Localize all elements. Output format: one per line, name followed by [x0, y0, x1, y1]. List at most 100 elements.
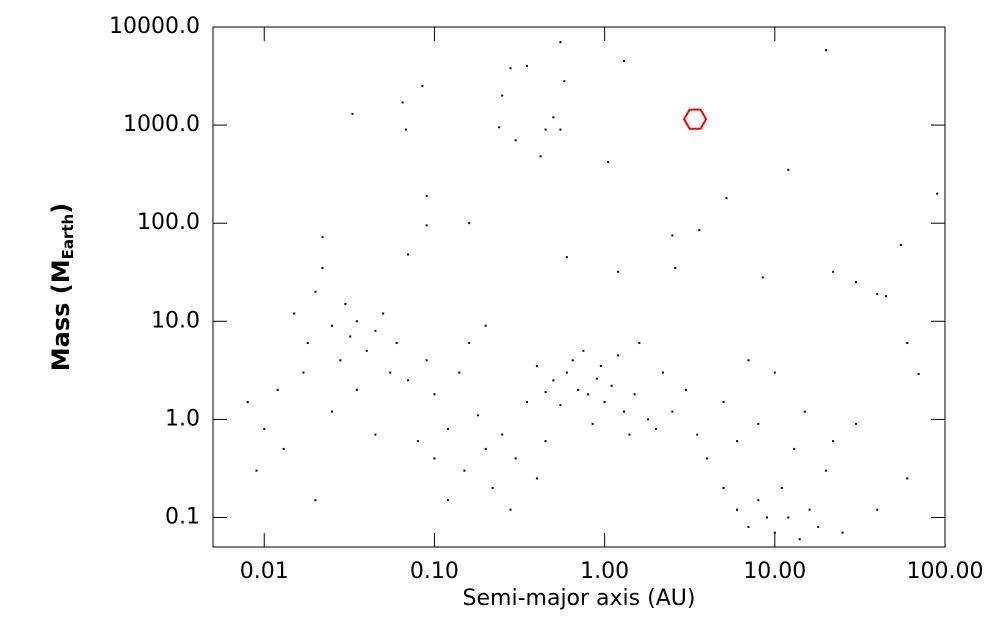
- point: [255, 469, 258, 472]
- y-axis-title-suffix: ): [47, 203, 75, 214]
- point: [747, 525, 750, 528]
- point: [314, 499, 317, 502]
- point: [349, 335, 352, 338]
- point: [526, 401, 529, 404]
- point: [773, 371, 776, 374]
- point: [917, 373, 920, 376]
- point: [722, 486, 725, 489]
- point: [544, 440, 547, 443]
- point: [722, 401, 725, 404]
- point: [855, 281, 858, 284]
- point: [484, 447, 487, 450]
- point: [906, 477, 909, 480]
- point: [617, 354, 620, 357]
- point: [526, 65, 529, 68]
- point: [803, 410, 806, 413]
- point: [766, 516, 769, 519]
- point: [355, 320, 358, 323]
- point: [468, 342, 471, 345]
- point: [563, 80, 566, 83]
- point: [314, 290, 317, 293]
- point: [684, 388, 687, 391]
- point: [654, 427, 657, 430]
- point: [263, 427, 266, 430]
- point: [817, 525, 820, 528]
- point: [374, 433, 377, 436]
- point: [330, 324, 333, 327]
- point: [552, 379, 555, 382]
- y-axis-title-main: Mass (M: [47, 259, 75, 371]
- point: [787, 168, 790, 171]
- point: [552, 116, 555, 119]
- point: [321, 236, 324, 239]
- point: [344, 303, 347, 306]
- point: [407, 253, 410, 256]
- point: [747, 359, 750, 362]
- point: [603, 401, 606, 404]
- point: [736, 440, 739, 443]
- point: [306, 342, 309, 345]
- point: [591, 422, 594, 425]
- point: [389, 371, 392, 374]
- point: [425, 224, 428, 227]
- point: [787, 516, 790, 519]
- point: [404, 128, 407, 131]
- point: [395, 342, 398, 345]
- y-tick-label: 0.1: [165, 504, 200, 529]
- point: [595, 377, 598, 380]
- point: [433, 457, 436, 460]
- point: [757, 499, 760, 502]
- point: [647, 418, 650, 421]
- point: [565, 371, 568, 374]
- point: [535, 477, 538, 480]
- point: [491, 486, 494, 489]
- point: [571, 359, 574, 362]
- point: [671, 234, 674, 237]
- point: [282, 447, 285, 450]
- point: [599, 365, 602, 368]
- point: [463, 469, 466, 472]
- point: [876, 508, 879, 511]
- point: [832, 440, 835, 443]
- point: [446, 499, 449, 502]
- point: [577, 388, 580, 391]
- point: [425, 359, 428, 362]
- point: [582, 349, 585, 352]
- point: [661, 371, 664, 374]
- plot-frame: [212, 26, 946, 548]
- point: [365, 349, 368, 352]
- point: [355, 388, 358, 391]
- point: [623, 410, 626, 413]
- point: [610, 384, 613, 387]
- point: [623, 60, 626, 63]
- point: [468, 222, 471, 225]
- y-tick-label: 1000.0: [123, 112, 200, 137]
- point: [899, 243, 902, 246]
- point: [876, 292, 879, 295]
- point: [936, 192, 939, 195]
- point: [698, 229, 701, 232]
- point: [725, 197, 728, 200]
- point: [906, 342, 909, 345]
- x-tick-label: 10.00: [743, 559, 806, 584]
- point: [671, 410, 674, 413]
- point: [855, 422, 858, 425]
- point: [407, 379, 410, 382]
- point: [458, 371, 461, 374]
- point: [607, 161, 610, 164]
- point: [446, 427, 449, 430]
- point: [544, 391, 547, 394]
- y-tick-label: 1.0: [165, 406, 200, 431]
- point: [638, 342, 641, 345]
- point: [425, 194, 428, 197]
- point: [757, 422, 760, 425]
- point: [501, 94, 504, 97]
- highlight-point: [682, 108, 708, 130]
- y-tick-label: 100.0: [137, 210, 200, 235]
- x-tick-label: 0.10: [410, 559, 459, 584]
- point: [674, 266, 677, 269]
- point: [696, 433, 699, 436]
- point: [736, 508, 739, 511]
